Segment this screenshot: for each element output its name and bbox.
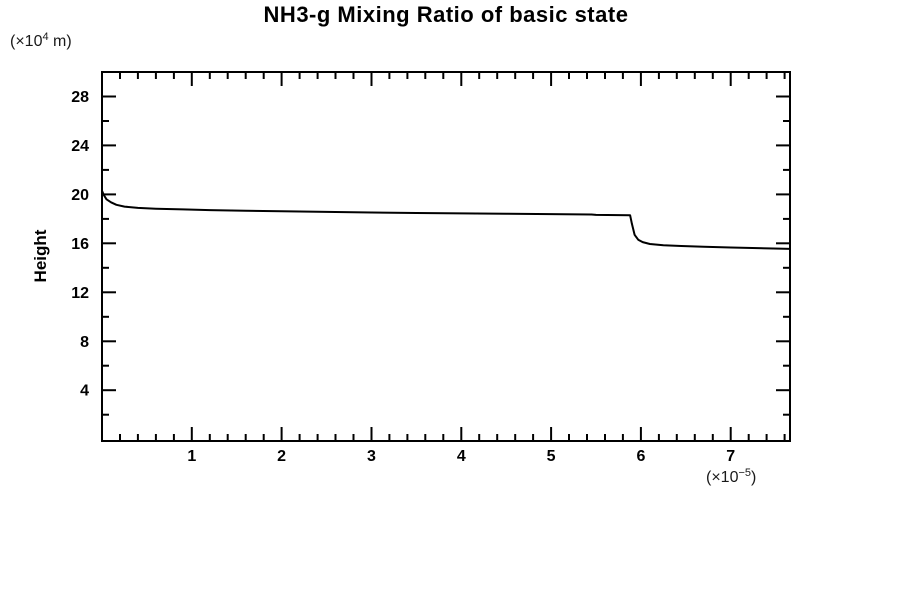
x-tick-label: 6 bbox=[636, 448, 645, 465]
x-tick-labels: 1 2 3 4 5 6 7 bbox=[187, 448, 735, 465]
data-line bbox=[101, 189, 791, 250]
x-tick-label: 4 bbox=[457, 448, 466, 465]
y-tick-label: 8 bbox=[80, 334, 89, 351]
x-tick-label: 1 bbox=[187, 448, 196, 465]
y-unit-base: (×10 bbox=[10, 33, 43, 50]
y-axis-unit-label: (×104 m) bbox=[10, 31, 72, 51]
x-tick-label: 2 bbox=[277, 448, 286, 465]
y-tick-label: 4 bbox=[80, 383, 89, 400]
x-axis-unit-label: (×10−5) bbox=[706, 467, 756, 487]
chart-title: NH3-g Mixing Ratio of basic state bbox=[263, 2, 629, 27]
x-tick-label: 3 bbox=[367, 448, 376, 465]
x-unit-base: (×10 bbox=[706, 469, 739, 486]
y-tick-label: 24 bbox=[71, 138, 89, 155]
x-tick-label: 5 bbox=[547, 448, 556, 465]
x-tick-label: 7 bbox=[726, 448, 735, 465]
y-axis-ticks bbox=[102, 95, 790, 416]
y-tick-label: 28 bbox=[71, 89, 89, 106]
y-unit-exponent: 4 bbox=[42, 31, 49, 43]
x-unit-rest: ) bbox=[751, 469, 757, 486]
x-axis-ticks bbox=[119, 72, 786, 441]
y-unit-rest: m) bbox=[48, 33, 72, 50]
y-tick-label: 20 bbox=[71, 187, 89, 204]
x-unit-exponent: −5 bbox=[738, 467, 752, 479]
y-tick-label: 12 bbox=[71, 285, 89, 302]
plot-border bbox=[101, 71, 791, 442]
y-tick-label: 16 bbox=[71, 236, 89, 253]
y-tick-labels: 4 8 12 16 20 24 28 bbox=[71, 89, 89, 400]
